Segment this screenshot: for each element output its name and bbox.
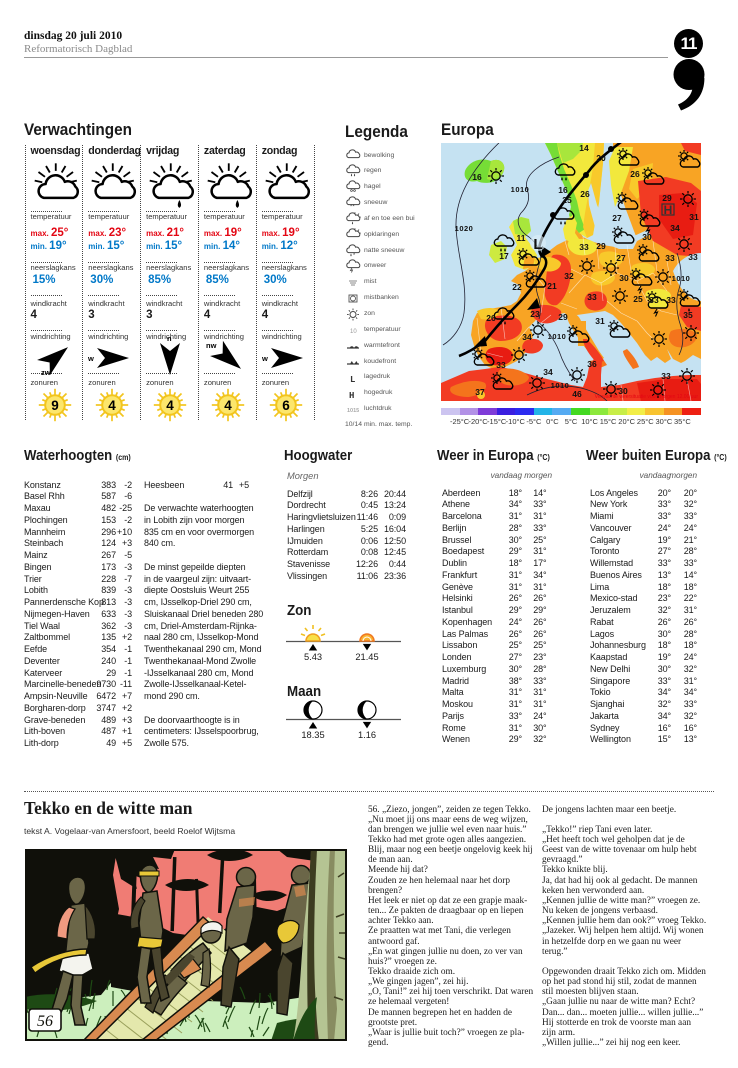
svg-text:29: 29 bbox=[662, 193, 672, 203]
svg-text:33: 33 bbox=[579, 242, 589, 252]
svg-text:L: L bbox=[533, 236, 542, 253]
svg-text:33: 33 bbox=[587, 292, 597, 302]
svg-text:32: 32 bbox=[564, 271, 574, 281]
svg-text:26: 26 bbox=[630, 169, 640, 179]
svg-text:33: 33 bbox=[665, 253, 675, 263]
svg-text:30: 30 bbox=[642, 232, 652, 242]
svg-text:46: 46 bbox=[572, 389, 582, 399]
svg-text:14: 14 bbox=[579, 143, 589, 153]
svg-text:22: 22 bbox=[512, 282, 522, 292]
svg-text:4: 4 bbox=[109, 398, 117, 413]
svg-text:1010: 1010 bbox=[511, 185, 530, 194]
svg-text:20: 20 bbox=[596, 153, 606, 163]
svg-text:26: 26 bbox=[580, 189, 590, 199]
svg-text:26: 26 bbox=[486, 313, 496, 323]
svg-text:33: 33 bbox=[496, 360, 506, 370]
svg-text:33: 33 bbox=[661, 371, 671, 381]
svg-text:31: 31 bbox=[689, 212, 699, 222]
svg-text:1010: 1010 bbox=[672, 274, 691, 283]
svg-text:11: 11 bbox=[517, 233, 526, 243]
svg-text:1010: 1010 bbox=[548, 332, 567, 341]
svg-text:zw: zw bbox=[41, 368, 51, 377]
svg-text:w: w bbox=[261, 354, 268, 363]
svg-text:5.43: 5.43 bbox=[304, 652, 322, 662]
svg-text:33: 33 bbox=[688, 252, 698, 262]
svg-text:37: 37 bbox=[475, 387, 485, 397]
svg-text:33: 33 bbox=[666, 295, 676, 305]
svg-text:n: n bbox=[167, 334, 172, 343]
svg-text:Verwachte weersituatie voor mo: Verwachte weersituatie voor morgen 12.00… bbox=[595, 394, 699, 400]
svg-text:H: H bbox=[664, 203, 673, 217]
svg-text:w: w bbox=[87, 354, 94, 363]
svg-text:56: 56 bbox=[37, 1013, 53, 1030]
svg-text:9: 9 bbox=[51, 398, 59, 413]
svg-text:35: 35 bbox=[683, 310, 693, 320]
svg-text:25: 25 bbox=[633, 294, 643, 304]
svg-text:34: 34 bbox=[522, 332, 532, 342]
svg-text:1.16: 1.16 bbox=[358, 730, 376, 740]
svg-text:1015: 1015 bbox=[347, 408, 359, 414]
svg-text:23: 23 bbox=[530, 309, 540, 319]
svg-text:H: H bbox=[349, 391, 354, 401]
svg-text:21.45: 21.45 bbox=[355, 652, 378, 662]
svg-text:27: 27 bbox=[616, 253, 626, 263]
svg-text:1010: 1010 bbox=[551, 381, 570, 390]
svg-text:30: 30 bbox=[618, 386, 628, 396]
svg-text:*: * bbox=[353, 253, 356, 259]
svg-text:29: 29 bbox=[596, 241, 606, 251]
svg-text:1020: 1020 bbox=[455, 224, 474, 233]
svg-text:nw: nw bbox=[206, 341, 217, 350]
svg-text:33: 33 bbox=[649, 295, 659, 305]
svg-text:16: 16 bbox=[558, 185, 568, 195]
svg-text:4: 4 bbox=[166, 398, 174, 413]
svg-text:4: 4 bbox=[224, 398, 232, 413]
svg-text:L: L bbox=[350, 375, 355, 385]
svg-text:36: 36 bbox=[587, 359, 597, 369]
svg-text:18.35: 18.35 bbox=[301, 730, 324, 740]
svg-text:6: 6 bbox=[282, 398, 290, 413]
svg-text:21: 21 bbox=[547, 281, 557, 291]
svg-text:16: 16 bbox=[472, 172, 482, 182]
svg-text:10: 10 bbox=[350, 329, 357, 335]
svg-text:17: 17 bbox=[499, 251, 509, 261]
svg-text:**: ** bbox=[350, 205, 355, 211]
svg-text:30: 30 bbox=[619, 273, 629, 283]
svg-text:25: 25 bbox=[562, 195, 572, 205]
svg-text:34: 34 bbox=[543, 367, 553, 377]
svg-text:31: 31 bbox=[595, 316, 605, 326]
svg-text:34: 34 bbox=[670, 223, 680, 233]
svg-text:27: 27 bbox=[612, 213, 622, 223]
svg-text:29: 29 bbox=[558, 312, 568, 322]
